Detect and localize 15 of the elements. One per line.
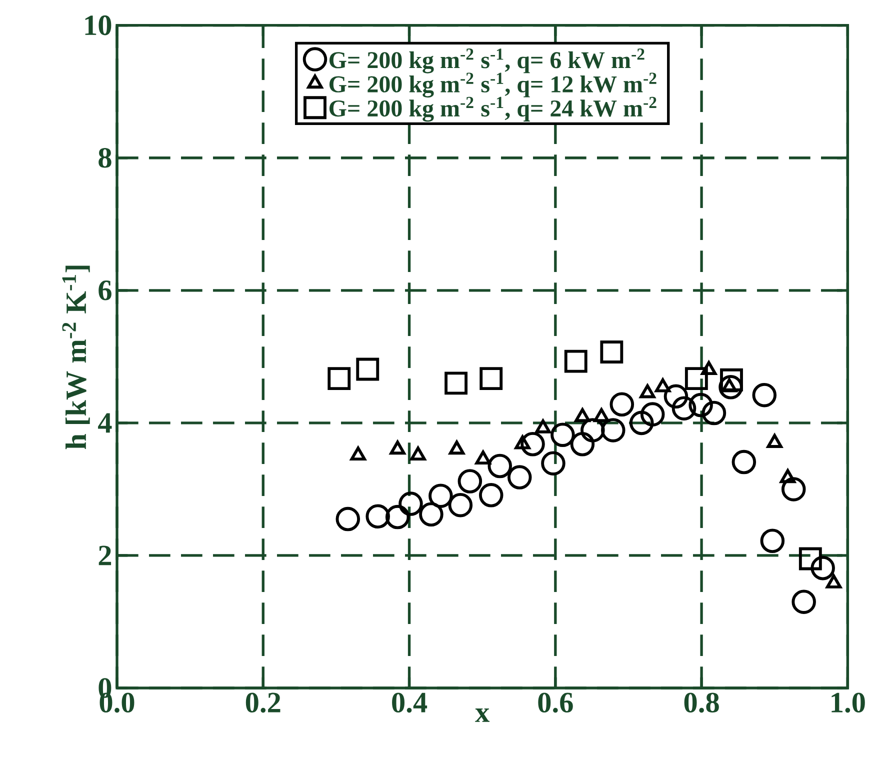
x-axis-title: x <box>475 708 490 722</box>
y-tick-label: 4 <box>98 413 112 433</box>
x-tick-label: 0.2 <box>246 692 280 713</box>
x-tick-label: 0.8 <box>684 692 719 713</box>
legend-label: G= 200 kg m$^{-2}$ s$^{-1}$, q= 12 kW m$^{-2}$ <box>329 72 656 98</box>
legend-label: G= 200 kg m$^{-2}$ s$^{-1}$, q= 6 kW m$^{-2}$ <box>329 48 644 74</box>
y-tick-label: 8 <box>98 148 112 168</box>
legend-label: G= 200 kg m$^{-2}$ s$^{-1}$, q= 24 kW m$^{-2}$ <box>329 96 656 122</box>
x-tick-label: 1.0 <box>832 692 865 713</box>
y-tick-label: 2 <box>98 546 112 566</box>
y-tick-label: 10 <box>85 15 112 36</box>
x-tick-label: 0.4 <box>392 692 428 713</box>
y-axis-title: h [kW m$^{-2}$ K$^{-1}$] <box>62 266 90 450</box>
x-tick-label: 0.6 <box>538 692 573 713</box>
y-tick-label: 6 <box>98 280 112 300</box>
